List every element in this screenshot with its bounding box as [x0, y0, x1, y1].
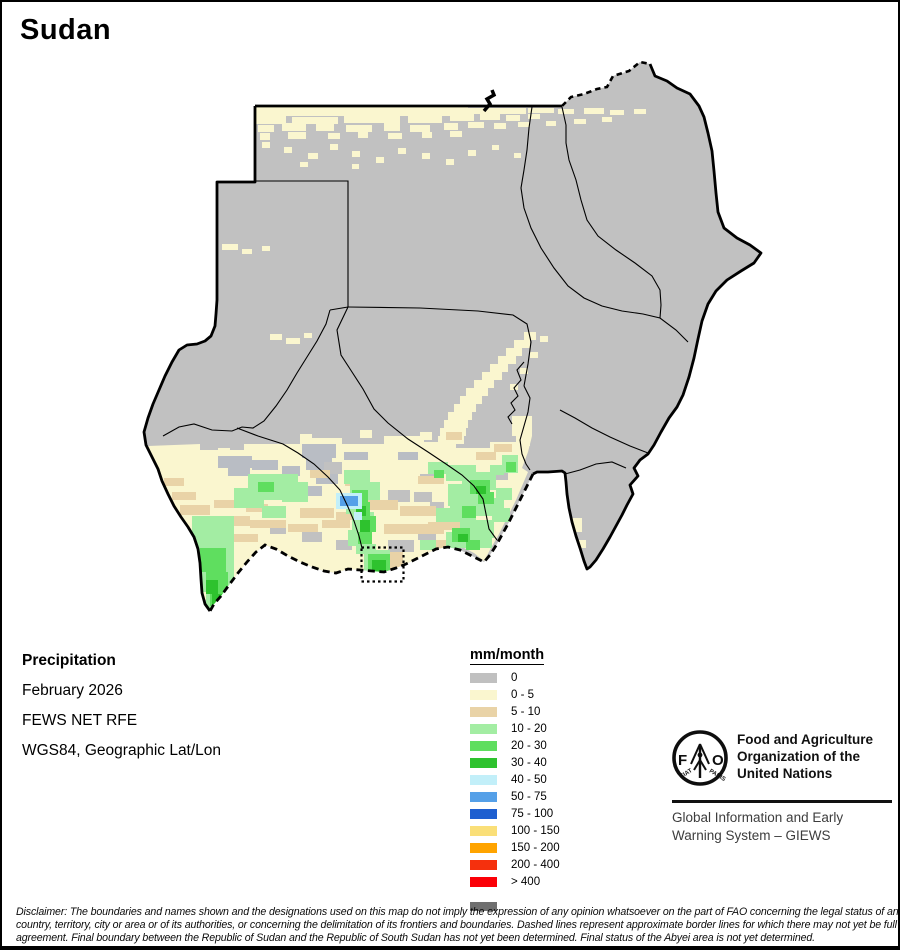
legend-row: > 400 — [470, 876, 560, 888]
legend-label: 20 - 30 — [511, 740, 547, 752]
fao-org-line: United Nations — [737, 766, 833, 781]
legend-swatch — [470, 809, 497, 819]
fao-org-name: Food and Agriculture Organization of the… — [737, 731, 873, 782]
fao-logo-icon: F O FIAT PANIS — [672, 730, 728, 786]
legend-label: 40 - 50 — [511, 774, 547, 786]
legend-label: 5 - 10 — [511, 706, 541, 718]
legend-swatch — [470, 707, 497, 717]
legend-row: 40 - 50 — [470, 774, 560, 786]
legend-row: 0 — [470, 672, 560, 684]
fao-divider — [672, 800, 892, 803]
disclaimer: Disclaimer: The boundaries and names sho… — [16, 906, 900, 945]
giews-label: Global Information and Early Warning Sys… — [672, 809, 843, 844]
legend-swatch — [470, 741, 497, 751]
state-boundary — [507, 361, 525, 425]
state-boundary — [329, 306, 349, 311]
wadi-halfa-mark — [482, 89, 497, 113]
legend-rows: 0 0 - 5 5 - 10 10 - 20 20 - 30 30 - 40 40 - 50… — [470, 672, 560, 888]
south-sudan-dashed-border — [208, 473, 535, 612]
legend-row: 20 - 30 — [470, 740, 560, 752]
info-source: FEWS NET RFE — [22, 712, 138, 729]
legend-label: 10 - 20 — [511, 723, 547, 735]
state-boundary — [519, 385, 531, 471]
legend-swatch — [470, 860, 497, 870]
legend-swatch — [470, 673, 497, 683]
legend-swatch — [470, 775, 497, 785]
fao-logo-letter-f: F — [678, 752, 687, 769]
map-info-block: Precipitation February 2026 FEWS NET RFE… — [22, 652, 221, 772]
legend-swatch — [470, 843, 497, 853]
legend-swatch — [470, 724, 497, 734]
disclaimer-line: country, territory, city or area or of i… — [16, 918, 897, 931]
legend-swatch — [470, 877, 497, 887]
map-title: Sudan — [20, 14, 112, 46]
legend-label: 150 - 200 — [511, 842, 560, 854]
legend-label: 75 - 100 — [511, 808, 554, 820]
giews-line: Warning System – GIEWS — [672, 827, 831, 843]
state-boundary — [336, 306, 498, 541]
state-boundary — [236, 427, 363, 549]
legend-row: 5 - 10 — [470, 706, 560, 718]
precipitation-legend: mm/month 0 0 - 5 5 - 10 10 - 20 20 - 30 30 - … — [470, 646, 560, 911]
disclaimer-line: agreement. Final boundary between the Re… — [16, 931, 815, 944]
legend-label: 50 - 75 — [511, 791, 547, 803]
legend-row: 0 - 5 — [470, 689, 560, 701]
disclaimer-line: Disclaimer: The boundaries and names sho… — [16, 906, 900, 918]
fao-org-line: Organization of the — [737, 749, 860, 764]
state-boundary — [561, 106, 662, 319]
legend-row: 150 - 200 — [470, 842, 560, 854]
legend-swatch — [470, 758, 497, 768]
state-boundary — [564, 461, 627, 475]
info-projection: WGS84, Geographic Lat/Lon — [22, 742, 222, 759]
info-period: February 2026 — [22, 682, 123, 699]
legend-row: 10 - 20 — [470, 723, 560, 735]
state-boundary — [559, 409, 649, 454]
legend-title: mm/month — [470, 647, 545, 665]
legend-row: 30 - 40 — [470, 757, 560, 769]
state-boundary — [347, 306, 532, 387]
state-boundary — [255, 180, 349, 307]
legend-label: 100 - 150 — [511, 825, 560, 837]
legend-label: 200 - 400 — [511, 859, 560, 871]
legend-swatch — [470, 690, 497, 700]
state-boundary — [520, 106, 689, 343]
state-boundary — [162, 309, 331, 437]
legend-row: 50 - 75 — [470, 791, 560, 803]
legend-label: 0 - 5 — [511, 689, 535, 701]
info-heading: Precipitation — [22, 652, 116, 669]
legend-no-data-swatch — [470, 902, 497, 911]
fao-org-line: Food and Agriculture — [737, 732, 873, 747]
legend-swatch — [470, 826, 497, 836]
legend-row: 200 - 400 — [470, 859, 560, 871]
legend-row: 100 - 150 — [470, 825, 560, 837]
legend-label: 30 - 40 — [511, 757, 547, 769]
legend-label: 0 — [511, 672, 518, 684]
international-border — [142, 63, 763, 612]
fao-logo-letter-o: O — [712, 752, 724, 769]
legend-row: 75 - 100 — [470, 808, 560, 820]
halaib-dashed-border — [561, 60, 651, 107]
legend-label: > 400 — [511, 876, 541, 888]
giews-line: Global Information and Early — [672, 810, 844, 825]
legend-swatch — [470, 792, 497, 802]
